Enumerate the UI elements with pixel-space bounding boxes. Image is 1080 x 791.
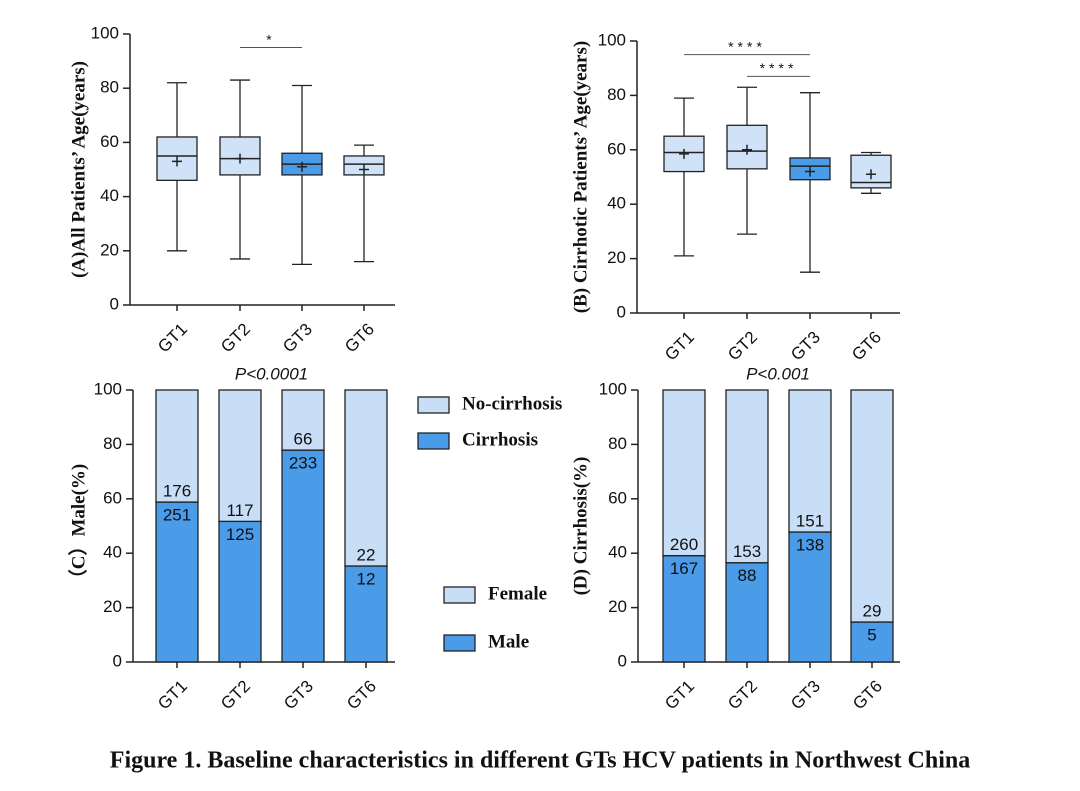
y-tick-label: 100 [91,23,119,42]
mean-marker [235,153,245,164]
y-tick-label: 80 [103,434,122,453]
bar-segment [788,531,832,663]
y-tick-label: 40 [103,543,122,562]
y-tick-label: 20 [103,597,122,616]
significance-label: * [266,31,275,47]
y-tick-label: 80 [607,85,626,104]
y-tick-label: 60 [608,488,627,507]
x-tick-label: GT1 [154,677,191,714]
mean-marker [679,148,689,159]
bar-segment [725,562,769,663]
legend-label: Male [488,631,529,652]
bar-segment [725,389,769,564]
count-label: 125 [226,525,254,544]
count-label: 66 [294,430,313,449]
bar-segment [662,389,706,557]
count-label: 151 [796,511,824,530]
bar-segment [850,621,894,663]
mean-marker [359,164,369,175]
y-tick-label: 60 [103,488,122,507]
subtitle: P<0.001 [746,364,810,383]
x-tick-label: GT2 [724,677,761,714]
legend-label: Cirrhosis [462,429,538,450]
bar-segment [788,389,832,533]
legend-label: Female [488,583,547,604]
significance-label: **** [728,38,766,54]
legend-swatch [443,586,476,604]
y-tick-label: 20 [607,248,626,267]
x-tick-label: GT3 [279,320,316,357]
x-tick-label: GT3 [787,328,824,365]
y-tick-label: 40 [608,543,627,562]
x-tick-label: GT6 [849,677,886,714]
y-tick-label: 100 [94,379,122,398]
significance-label: **** [760,60,798,76]
y-tick-label: 60 [607,139,626,158]
mean-marker [866,169,876,180]
y-tick-label: 40 [100,186,119,205]
bar-segment [155,501,199,663]
x-tick-label: GT3 [280,677,317,714]
x-tick-label: GT6 [341,320,378,357]
bar-segment [344,389,388,567]
count-label: 176 [163,482,191,501]
bar-segment [281,449,325,663]
bar-segment [281,389,325,451]
x-tick-label: GT1 [661,328,698,365]
x-tick-label: GT1 [661,677,698,714]
count-label: 88 [738,566,757,585]
y-tick-label: 100 [598,30,626,49]
x-tick-label: GT3 [787,677,824,714]
y-tick-label: 20 [608,597,627,616]
bar-segment [850,389,894,623]
legend-swatch [417,396,450,414]
count-label: 233 [289,454,317,473]
y-tick-label: 80 [100,78,119,97]
x-tick-label: GT6 [848,328,885,365]
y-tick-label: 100 [599,379,627,398]
legend-swatch [443,634,476,652]
subtitle: P<0.0001 [235,364,308,383]
count-label: 260 [670,535,698,554]
x-tick-label: GT2 [217,320,254,357]
x-tick-label: GT6 [343,677,380,714]
y-tick-label: 20 [100,240,119,259]
count-label: 138 [796,535,824,554]
y-tick-label: 0 [618,651,627,670]
x-tick-label: GT2 [217,677,254,714]
count-label: 153 [733,542,761,561]
y-tick-label: 0 [113,651,122,670]
count-label: 5 [867,626,876,645]
legend-swatch [417,432,450,450]
count-label: 117 [226,501,253,520]
bar-segment [155,389,199,503]
y-axis-label: （C）Male(%) [66,464,89,589]
x-tick-label: GT1 [154,320,191,357]
y-tick-label: 0 [617,302,626,321]
mean-marker [805,166,815,177]
mean-marker [742,144,752,155]
count-label: 29 [863,602,882,621]
count-label: 22 [357,545,376,564]
count-label: 167 [670,559,698,578]
y-axis-label: (B) Cirrhotic Patients’ Age(years) [570,41,591,313]
y-tick-label: 0 [110,294,119,313]
mean-marker [172,156,182,167]
y-axis-label: (A)All Patients’ Age(years) [68,61,89,278]
legend-label: No-cirrhosis [462,393,562,414]
y-tick-label: 60 [100,132,119,151]
count-label: 251 [163,506,191,525]
bar-segment [218,389,262,523]
mean-marker [297,161,307,172]
figure-caption: Figure 1. Baseline characteristics in di… [110,748,970,774]
y-tick-label: 40 [607,194,626,213]
count-label: 12 [357,569,376,588]
y-tick-label: 80 [608,434,627,453]
x-tick-label: GT2 [724,328,761,365]
bar-segment [344,565,388,663]
y-axis-label: (D) Cirrhosis(%) [570,457,591,596]
